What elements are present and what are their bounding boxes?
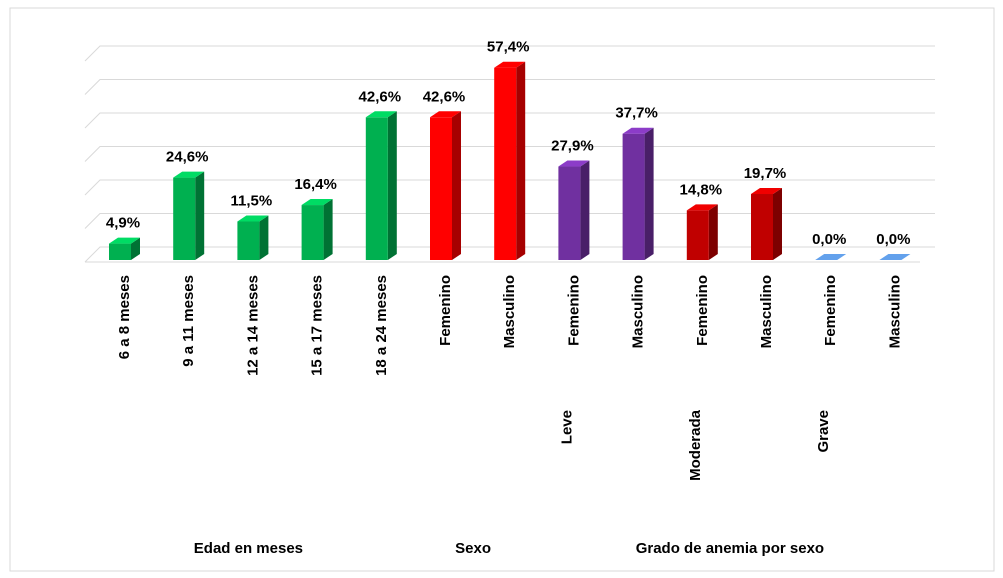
grid-line <box>84 246 935 263</box>
group-label: Sexo <box>455 540 491 557</box>
x-tick-label: Masculino <box>501 275 518 348</box>
grid-line <box>84 213 935 229</box>
group-label: Grado de anemia por sexo <box>636 540 824 557</box>
grid-line <box>84 179 935 196</box>
bar-side <box>708 204 718 260</box>
bar-top <box>237 215 269 222</box>
group-label: Edad en meses <box>194 540 303 557</box>
x-tick-label: Femenino <box>694 275 711 346</box>
value-label: 0,0% <box>876 231 910 248</box>
bar-top <box>109 237 140 244</box>
bar-side <box>195 171 205 260</box>
value-label: 14,8% <box>680 181 723 198</box>
bar-top <box>879 254 911 260</box>
bar-side <box>131 237 140 260</box>
x-tick-label: 9 a 11 meses <box>180 275 197 367</box>
x-tick-label: 12 a 14 meses <box>244 275 261 376</box>
bar-top <box>365 111 397 118</box>
bar <box>751 194 773 260</box>
bar-top <box>301 199 333 206</box>
bar <box>686 210 709 260</box>
x-tick-label: Masculino <box>630 275 647 348</box>
x-tick-label: Masculino <box>758 275 775 348</box>
grid-line <box>84 112 935 129</box>
value-label: 0,0% <box>812 231 846 248</box>
value-label: 27,9% <box>551 138 594 155</box>
subgroup-label: Grave <box>815 410 832 453</box>
x-tick-label: Femenino <box>822 275 839 346</box>
bar-top <box>494 61 526 68</box>
value-label: 4,9% <box>106 215 140 232</box>
grid-line <box>84 79 935 95</box>
bar-side <box>516 61 526 261</box>
bar-side <box>452 111 461 260</box>
bar <box>558 166 581 260</box>
bar <box>173 177 196 260</box>
x-tick-label: 18 a 24 meses <box>373 275 390 376</box>
bar-side <box>387 111 397 260</box>
bar <box>237 221 260 260</box>
bar <box>365 117 388 260</box>
grid-line <box>84 146 935 162</box>
bar-side <box>323 199 333 260</box>
bar-top <box>430 111 461 118</box>
bar <box>301 205 324 260</box>
value-label: 42,6% <box>423 88 466 105</box>
bar-top <box>686 204 718 211</box>
grid-line <box>84 45 935 62</box>
bar-side <box>259 215 269 260</box>
subgroup-label: Leve <box>558 410 575 444</box>
x-tick-label: 6 a 8 meses <box>116 275 133 359</box>
bar-top <box>815 254 847 260</box>
bar-side <box>773 188 782 260</box>
value-label: 16,4% <box>294 176 337 193</box>
x-tick-label: Femenino <box>565 275 582 346</box>
bar <box>430 117 452 260</box>
value-label: 37,7% <box>615 105 658 122</box>
bar <box>109 243 131 260</box>
bar-top <box>751 188 782 195</box>
x-tick-label: 15 a 17 meses <box>309 275 326 376</box>
bar-top <box>558 160 590 167</box>
bar-side <box>644 127 654 260</box>
bar-top <box>622 127 654 134</box>
value-label: 42,6% <box>359 88 402 105</box>
x-tick-label: Masculino <box>886 275 903 348</box>
x-tick-label: Femenino <box>437 275 454 346</box>
value-label: 24,6% <box>166 149 209 166</box>
bar <box>494 67 517 261</box>
bar-top <box>173 171 205 178</box>
value-label: 57,4% <box>487 39 530 56</box>
bar <box>622 133 645 260</box>
bar-side <box>580 160 590 260</box>
value-label: 11,5% <box>231 192 273 209</box>
subgroup-label: Moderada <box>687 409 704 481</box>
value-label: 19,7% <box>744 165 787 182</box>
